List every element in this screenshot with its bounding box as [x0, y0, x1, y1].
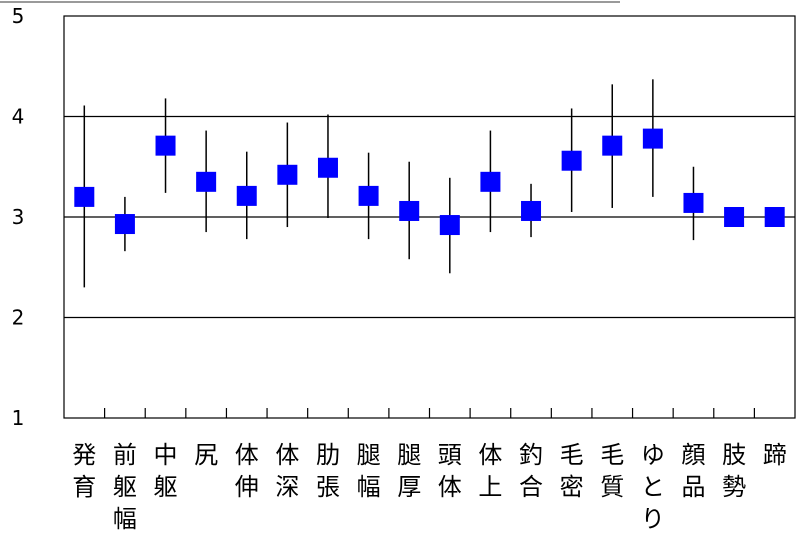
category-label: 前躯幅 — [113, 441, 137, 533]
data-point — [724, 207, 745, 227]
data-point — [196, 171, 217, 192]
data-point — [277, 164, 298, 185]
y-tick-label: 3 — [12, 205, 25, 229]
category-label: 頭体 — [438, 441, 462, 501]
category-label: 中躯 — [154, 441, 178, 501]
data-point — [114, 214, 135, 235]
y-tick-label: 4 — [12, 105, 25, 129]
data-point — [642, 128, 663, 149]
category-label: 肋張 — [316, 441, 340, 501]
y-axis-tick-labels: 1 2 3 4 5 — [12, 4, 25, 430]
data-point — [764, 207, 785, 227]
error-bars — [83, 79, 695, 288]
category-label: 体上 — [478, 441, 502, 501]
category-label: 顔品 — [681, 441, 705, 501]
data-point — [399, 200, 420, 221]
category-label: 肢勢 — [722, 441, 746, 501]
data-point — [74, 186, 95, 207]
y-tick-label: 1 — [12, 406, 25, 430]
y-tick-label: 2 — [12, 306, 25, 330]
category-label: 毛密 — [560, 441, 584, 501]
category-label: 蹄 — [763, 441, 787, 469]
category-label: 腿厚 — [397, 441, 421, 501]
data-point — [561, 150, 582, 171]
category-label: 腿幅 — [357, 441, 381, 501]
y-tick-label: 5 — [12, 4, 25, 28]
category-label: 発育 — [72, 441, 96, 501]
data-point — [358, 185, 379, 206]
category-label: 体深 — [275, 441, 299, 501]
category-label: 尻 — [194, 441, 218, 469]
data-markers — [74, 128, 785, 236]
category-label: 体伸 — [235, 441, 259, 501]
category-label: 毛質 — [600, 441, 624, 501]
data-point — [439, 215, 460, 236]
data-point — [480, 171, 501, 192]
data-point — [521, 200, 542, 221]
data-point — [155, 135, 176, 156]
grid-lines — [64, 115, 795, 319]
data-point — [236, 185, 257, 206]
data-point — [602, 135, 623, 156]
data-point — [317, 157, 338, 178]
category-label: 釣合 — [519, 441, 543, 501]
x-axis-tick-marks — [104, 408, 755, 418]
data-point — [683, 192, 704, 213]
category-label: ゆとり — [641, 441, 665, 533]
